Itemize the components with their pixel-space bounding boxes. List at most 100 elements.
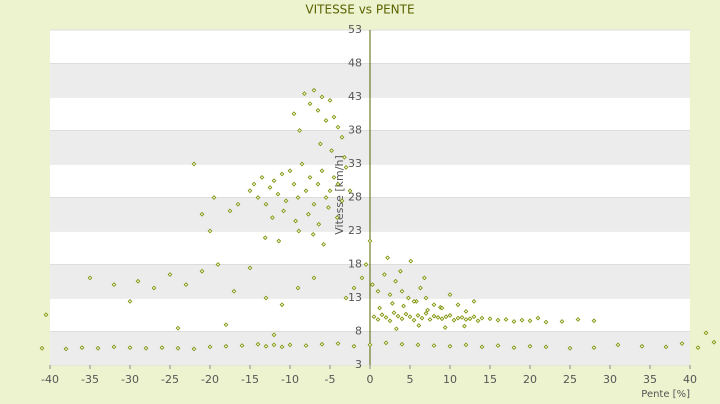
point [319, 168, 325, 174]
point [303, 188, 309, 194]
point [339, 198, 345, 204]
y-tick-label: 38 [348, 124, 362, 137]
point [455, 315, 461, 321]
point [334, 215, 340, 220]
point [543, 319, 549, 325]
point [326, 205, 331, 210]
point [283, 198, 289, 204]
point [519, 317, 525, 323]
point [370, 282, 375, 287]
point [535, 315, 541, 321]
point [559, 319, 565, 324]
point [339, 134, 345, 140]
point [423, 311, 429, 316]
point [447, 313, 453, 318]
point [255, 195, 261, 200]
x-axis-label: Pente [%] [641, 389, 690, 400]
y-tick-label: 8 [355, 325, 362, 338]
point [263, 343, 269, 349]
point [271, 342, 277, 348]
point [315, 181, 321, 187]
point [239, 343, 245, 348]
point [418, 285, 423, 291]
point [335, 341, 341, 346]
point [287, 168, 293, 174]
point [395, 313, 401, 319]
point [299, 161, 305, 167]
point [394, 326, 399, 332]
point [159, 345, 165, 350]
x-tick-label: 35 [643, 373, 657, 386]
point [311, 201, 317, 207]
point [442, 325, 448, 330]
point [387, 292, 393, 298]
x-tick-label: 15 [483, 373, 497, 386]
point [703, 330, 709, 336]
point [296, 228, 302, 234]
point [403, 311, 409, 317]
point [270, 215, 275, 220]
point [316, 221, 322, 227]
point [415, 313, 421, 318]
y-tick-label: 43 [348, 90, 362, 103]
point [87, 275, 93, 281]
y-tick-label: 28 [348, 191, 362, 204]
point [543, 344, 549, 350]
x-tick-label: -40 [41, 373, 59, 386]
point [711, 339, 717, 345]
point [329, 148, 334, 153]
point [390, 300, 395, 306]
point [207, 344, 213, 350]
y-axis-label: Vitesse [km/h] [333, 155, 346, 235]
point [487, 316, 493, 322]
point [495, 343, 501, 348]
point [306, 211, 311, 217]
point [427, 317, 433, 322]
point [462, 323, 467, 329]
point [575, 317, 581, 322]
point [167, 272, 173, 277]
point [351, 343, 357, 349]
point [331, 114, 337, 120]
point [251, 181, 257, 187]
y-tick-label: 23 [348, 224, 362, 237]
point [423, 295, 429, 301]
point [567, 345, 573, 351]
point [263, 201, 269, 207]
point [215, 262, 221, 267]
point [479, 344, 485, 350]
point [127, 298, 133, 304]
point [591, 318, 597, 324]
point [431, 313, 437, 319]
point [63, 346, 69, 352]
point [367, 238, 373, 244]
point [279, 171, 285, 177]
point [310, 231, 316, 237]
y-tick-label: 33 [348, 157, 362, 170]
point [371, 314, 377, 320]
point [311, 275, 317, 281]
point [111, 344, 117, 350]
point [302, 91, 307, 97]
x-tick-label: -35 [81, 373, 99, 386]
point [431, 343, 437, 348]
point [385, 255, 390, 261]
x-tick-label: -20 [201, 373, 219, 386]
x-tick-label: 40 [683, 373, 697, 386]
point [287, 342, 293, 348]
point [327, 97, 333, 103]
point [377, 305, 382, 311]
point [399, 316, 405, 322]
point [471, 298, 477, 304]
point [435, 315, 441, 320]
y-tick-label: 13 [348, 291, 362, 304]
point [199, 211, 205, 217]
point [463, 309, 469, 314]
point [319, 94, 325, 100]
point [415, 342, 421, 348]
point [527, 318, 533, 324]
point [406, 295, 411, 301]
point [343, 295, 349, 301]
point [175, 325, 181, 331]
point [511, 319, 517, 324]
